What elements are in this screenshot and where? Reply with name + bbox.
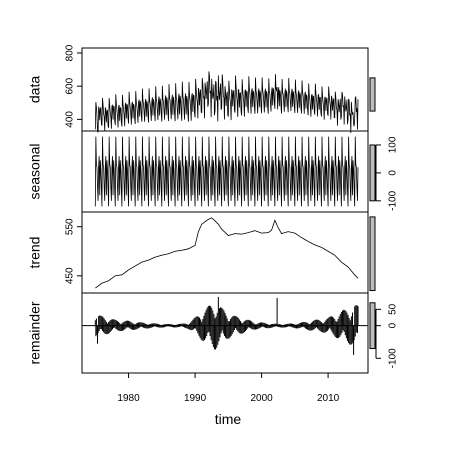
panel-label: remainder	[27, 301, 43, 364]
panel-label: trend	[27, 237, 43, 269]
y-tick-label: 0	[388, 170, 399, 176]
seasonal-series-line	[94, 136, 359, 207]
x-tick-label: 1990	[184, 393, 207, 404]
x-tick-label: 2000	[250, 393, 273, 404]
x-tick-label: 1980	[117, 393, 140, 404]
trend-series-line	[95, 217, 359, 289]
y-tick-label: 400	[65, 111, 76, 128]
x-axis-label: time	[215, 411, 242, 427]
y-tick-label: 450	[65, 267, 76, 284]
panel-remainder: -100 0 50 remainder	[27, 292, 399, 374]
panel-frame	[81, 292, 369, 374]
scale-bar	[369, 302, 376, 350]
y-tick-label: -100	[388, 190, 399, 210]
y-tick-label: 50	[388, 303, 399, 315]
panels: 400 600 800 data -100 0 100 seasonal 450 550 trend…	[27, 44, 399, 374]
x-axis: 1980 1990 2000 2010	[117, 372, 340, 404]
scale-bar	[369, 144, 376, 202]
y-tick-label: 550	[65, 218, 76, 235]
panel-seasonal: -100 0 100 seasonal	[27, 130, 399, 213]
panel-label: seasonal	[27, 143, 43, 199]
x-tick-label: 2010	[317, 393, 340, 404]
y-tick-label: 800	[65, 44, 76, 61]
scale-bar	[369, 77, 376, 112]
scale-bar	[369, 216, 376, 292]
panel-trend: 450 550 trend	[27, 211, 376, 294]
y-tick-label: 0	[388, 322, 399, 328]
y-tick-label: 600	[65, 77, 76, 94]
y-tick-label: -100	[388, 348, 399, 368]
panel-frame	[81, 211, 369, 294]
y-tick-label: 100	[388, 136, 399, 153]
panel-label: data	[27, 76, 43, 103]
panel-data: 400 600 800 data	[27, 44, 376, 134]
data-series-line	[94, 71, 359, 134]
